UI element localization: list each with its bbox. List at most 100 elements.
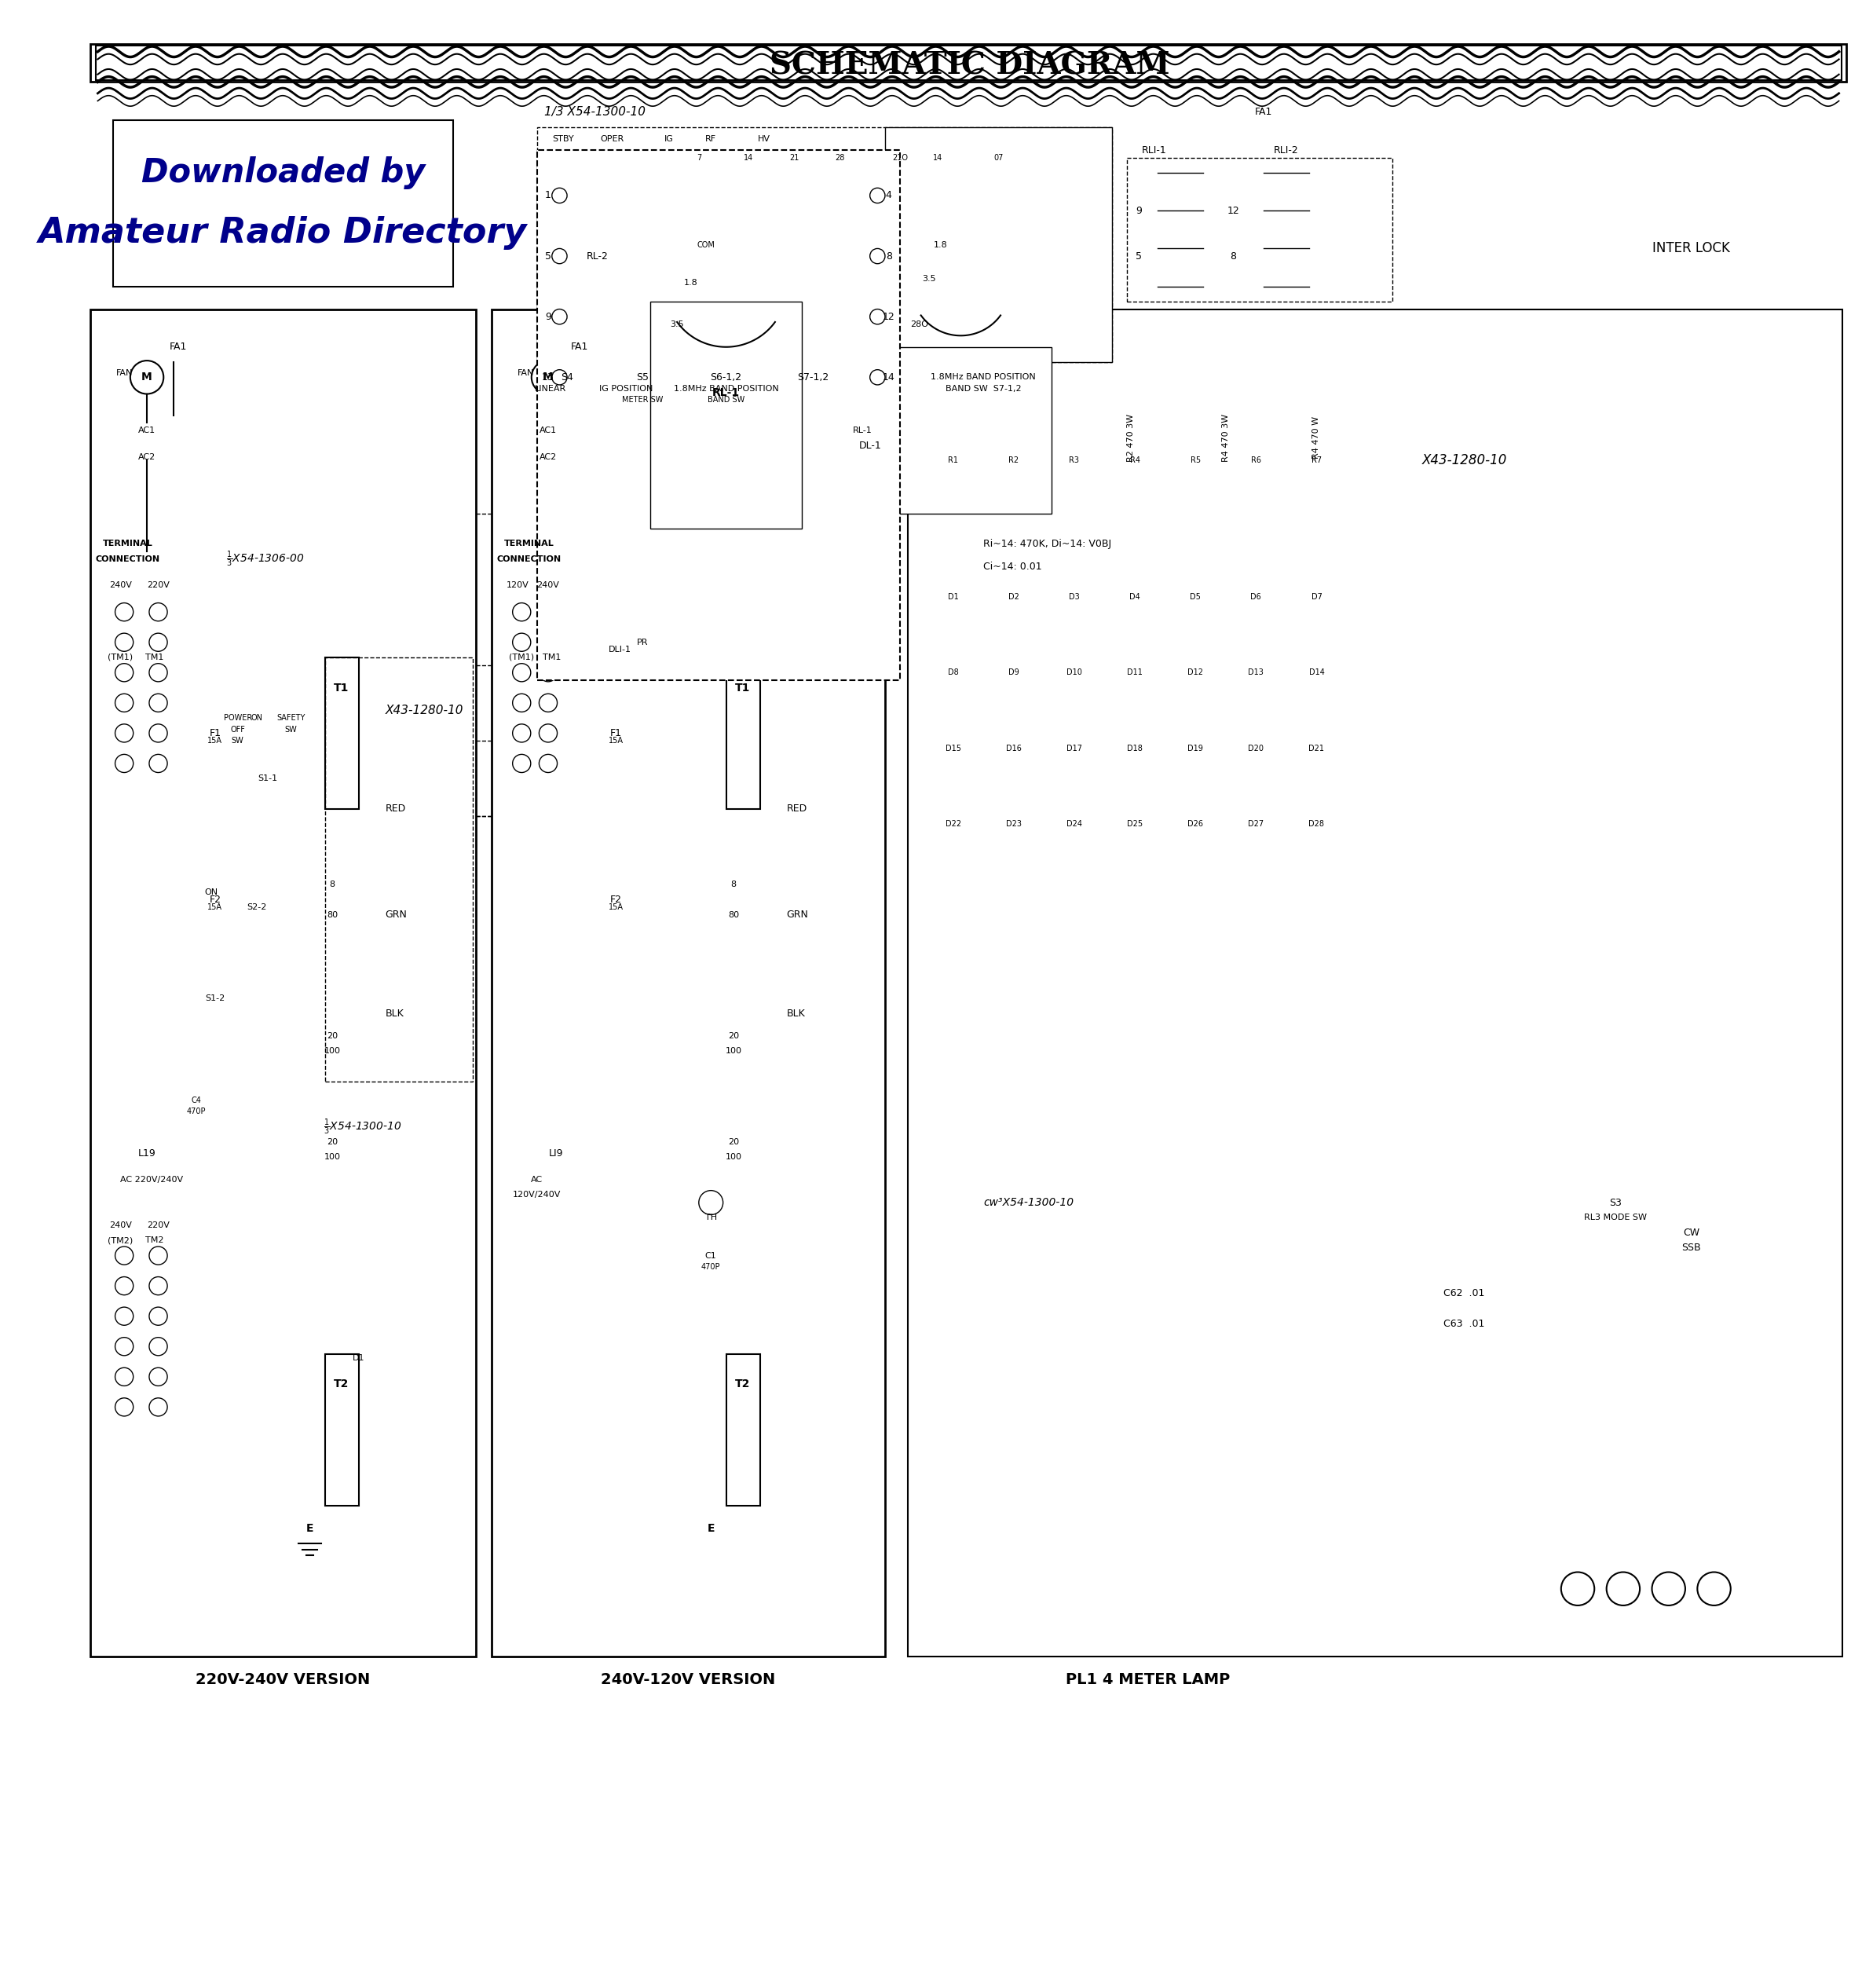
Text: SAFETY: SAFETY [277, 714, 305, 722]
Text: M: M [543, 372, 554, 384]
Text: BLK: BLK [787, 1008, 805, 1018]
Text: 220V-240V VERSION: 220V-240V VERSION [197, 1672, 371, 1688]
Text: FA1: FA1 [1255, 107, 1272, 117]
Text: 15A: 15A [208, 903, 223, 911]
Text: X43-1280-10: X43-1280-10 [386, 704, 463, 716]
Text: CW: CW [1684, 1229, 1699, 1239]
Text: SCHEMATIC DIAGRAM: SCHEMATIC DIAGRAM [770, 50, 1171, 80]
Text: BAND SW  S7-1,2: BAND SW S7-1,2 [946, 386, 1021, 392]
Text: CONNECTION: CONNECTION [496, 555, 562, 563]
Text: S3: S3 [1609, 1197, 1622, 1209]
Text: RLI-2: RLI-2 [1274, 145, 1298, 155]
Text: 1: 1 [545, 191, 551, 201]
Text: 07: 07 [995, 153, 1004, 161]
Text: S1-1: S1-1 [258, 775, 277, 783]
Text: 21O: 21O [892, 153, 908, 161]
Text: R3: R3 [1069, 457, 1079, 465]
Text: R4 470 3W: R4 470 3W [1221, 414, 1231, 461]
Text: AC 220V/240V: AC 220V/240V [120, 1177, 184, 1183]
Text: D14: D14 [1309, 668, 1324, 676]
Text: R1: R1 [948, 457, 959, 465]
Text: $\frac{1}{3}$X54-1300-10: $\frac{1}{3}$X54-1300-10 [324, 1117, 401, 1137]
Text: (TM2): (TM2) [109, 1237, 133, 1244]
Text: DLI-1: DLI-1 [609, 646, 631, 654]
Text: 240V: 240V [109, 582, 131, 588]
Text: 15A: 15A [208, 738, 223, 746]
Text: FAN: FAN [116, 370, 133, 378]
Text: R6: R6 [1251, 457, 1261, 465]
Text: AC2: AC2 [539, 453, 556, 461]
Text: 1.8MHz BAND POSITION: 1.8MHz BAND POSITION [931, 374, 1036, 382]
Text: D13: D13 [1247, 668, 1264, 676]
Text: 120V: 120V [506, 582, 530, 588]
Text: AC: AC [530, 1177, 543, 1183]
Bar [324, 658, 360, 809]
Text: D26: D26 [1187, 821, 1202, 827]
Bar [324, 658, 472, 1081]
Text: 100: 100 [725, 1048, 742, 1056]
Text: 20: 20 [729, 1032, 740, 1040]
Text: F2: F2 [611, 895, 622, 905]
Text: 15A: 15A [609, 738, 624, 746]
Bar [886, 127, 1113, 362]
Text: 240V-120V VERSION: 240V-120V VERSION [601, 1672, 775, 1688]
Text: F1: F1 [210, 728, 221, 738]
Text: 9: 9 [545, 312, 551, 322]
Text: 1.8: 1.8 [933, 241, 948, 248]
Text: 8: 8 [330, 881, 335, 889]
Text: L19: L19 [139, 1149, 155, 1159]
Text: FAN: FAN [517, 370, 534, 378]
Text: IG POSITION: IG POSITION [599, 386, 654, 392]
Text: D27: D27 [1247, 821, 1264, 827]
Text: S2-2: S2-2 [247, 903, 266, 911]
Text: 100: 100 [324, 1048, 341, 1056]
Text: R2: R2 [1008, 457, 1019, 465]
Text: D21: D21 [1309, 744, 1324, 751]
Text: D18: D18 [1128, 744, 1143, 751]
Text: Ri~14: 470K, Di~14: V0BJ: Ri~14: 470K, Di~14: V0BJ [983, 539, 1111, 549]
Text: Amateur Radio Directory: Amateur Radio Directory [39, 217, 528, 250]
Text: D1: D1 [352, 1354, 365, 1362]
Text: D6: D6 [1251, 592, 1261, 600]
Text: D7: D7 [1311, 592, 1322, 600]
Text: METER SW: METER SW [622, 396, 663, 404]
Text: D4: D4 [1129, 592, 1141, 600]
Text: IG: IG [665, 135, 674, 143]
Text: 12: 12 [1227, 205, 1240, 217]
Text: R4 470 W: R4 470 W [1313, 417, 1320, 459]
Bar [491, 308, 886, 1656]
Text: X43-1280-10: X43-1280-10 [1422, 453, 1506, 467]
Text: D20: D20 [1247, 744, 1264, 751]
Text: PR: PR [637, 638, 648, 646]
Bar [538, 151, 901, 680]
Text: 28O: 28O [910, 320, 929, 328]
Text: C1: C1 [704, 1252, 717, 1260]
Bar [727, 658, 760, 809]
Text: S6-1,2: S6-1,2 [710, 372, 742, 382]
Text: COM: COM [697, 241, 715, 248]
Text: R7: R7 [1311, 457, 1322, 465]
Text: LI9: LI9 [549, 1149, 564, 1159]
Text: R2 470 3W: R2 470 3W [1128, 414, 1135, 461]
Text: C62  .01: C62 .01 [1444, 1288, 1485, 1298]
Text: 1.8: 1.8 [684, 278, 697, 286]
Text: D8: D8 [948, 668, 959, 676]
Text: 240V: 240V [109, 1221, 131, 1229]
Text: 20: 20 [326, 1137, 337, 1145]
Text: cw³X54-1300-10: cw³X54-1300-10 [983, 1197, 1073, 1209]
Text: Downloaded by: Downloaded by [140, 157, 425, 189]
Text: F1: F1 [611, 728, 622, 738]
Text: RL-1: RL-1 [852, 425, 873, 433]
Text: TERMINAL: TERMINAL [103, 541, 154, 549]
Text: TM2: TM2 [146, 1237, 163, 1244]
Text: HV: HV [757, 135, 770, 143]
Text: D2: D2 [1008, 592, 1019, 600]
Text: TERMINAL: TERMINAL [504, 541, 554, 549]
Text: 220V: 220V [146, 582, 170, 588]
Text: D23: D23 [1006, 821, 1021, 827]
Text: TM1: TM1 [146, 654, 163, 662]
Text: 15A: 15A [609, 903, 624, 911]
Text: 3.5: 3.5 [922, 274, 936, 282]
Text: 28: 28 [835, 153, 845, 161]
Text: S1-2: S1-2 [206, 994, 225, 1002]
